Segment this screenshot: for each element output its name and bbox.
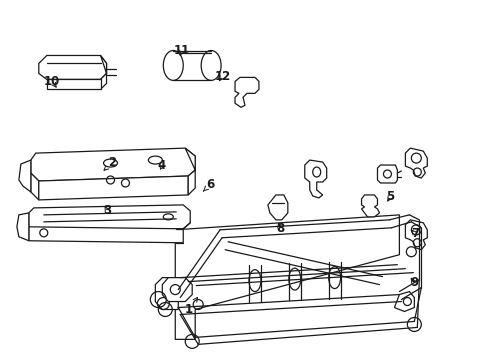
Text: 11: 11 [174, 44, 190, 57]
Polygon shape [394, 292, 413, 311]
Text: 3: 3 [103, 204, 111, 217]
Text: 2: 2 [104, 156, 116, 170]
Polygon shape [267, 195, 287, 220]
Polygon shape [31, 173, 39, 200]
Polygon shape [29, 227, 183, 243]
Polygon shape [39, 176, 188, 200]
Text: 12: 12 [214, 69, 230, 82]
Polygon shape [162, 278, 192, 302]
Polygon shape [304, 160, 326, 198]
Polygon shape [377, 165, 397, 183]
Polygon shape [39, 55, 106, 80]
Text: 4: 4 [157, 159, 165, 172]
Text: 6: 6 [203, 178, 214, 191]
Polygon shape [47, 80, 101, 89]
Text: 7: 7 [410, 227, 418, 240]
Polygon shape [235, 77, 259, 107]
Polygon shape [155, 278, 178, 310]
Text: 1: 1 [184, 297, 197, 316]
Polygon shape [101, 55, 106, 89]
Polygon shape [19, 160, 31, 192]
Text: 5: 5 [386, 190, 394, 203]
Polygon shape [361, 195, 379, 217]
Polygon shape [17, 213, 29, 241]
Polygon shape [405, 148, 427, 178]
Polygon shape [405, 220, 427, 250]
Polygon shape [175, 215, 399, 339]
Polygon shape [29, 205, 190, 232]
Polygon shape [31, 148, 195, 181]
Text: 10: 10 [44, 75, 60, 88]
Text: 8: 8 [275, 222, 284, 235]
Text: 9: 9 [409, 276, 417, 289]
Polygon shape [185, 148, 195, 195]
